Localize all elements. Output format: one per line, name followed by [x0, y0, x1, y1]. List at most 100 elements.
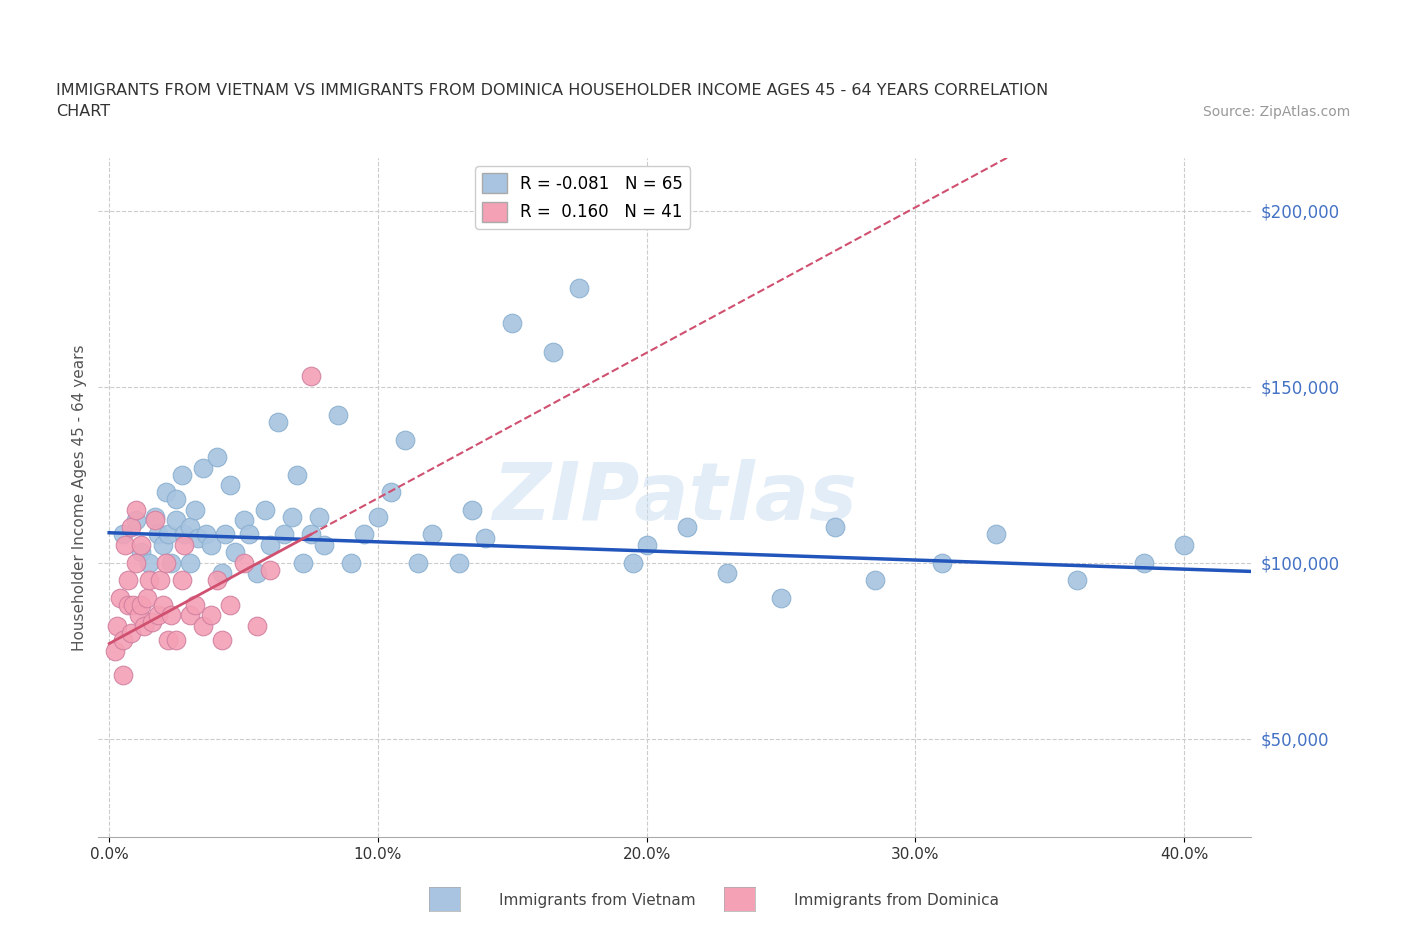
Point: [193, 618, 215, 633]
Point: [108, 591, 131, 605]
Point: [501, 316, 523, 331]
Point: [770, 591, 793, 605]
Text: IMMIGRANTS FROM VIETNAM VS IMMIGRANTS FROM DOMINICA HOUSEHOLDER INCOME AGES 45 -: IMMIGRANTS FROM VIETNAM VS IMMIGRANTS FR…: [56, 83, 1049, 98]
Point: [676, 520, 699, 535]
Point: [246, 618, 269, 633]
Point: [254, 502, 277, 517]
Point: [165, 632, 187, 647]
Point: [394, 432, 416, 447]
Point: [135, 591, 157, 605]
Point: [152, 597, 174, 612]
Point: [447, 555, 470, 570]
Point: [138, 555, 160, 570]
Point: [299, 369, 322, 384]
Point: [285, 467, 308, 482]
Point: [281, 510, 304, 525]
Point: [308, 510, 330, 525]
Point: [326, 407, 349, 422]
Point: [205, 573, 228, 588]
Point: [111, 668, 134, 683]
Point: [132, 618, 155, 633]
Point: [146, 608, 169, 623]
Point: [128, 608, 150, 623]
Point: [155, 485, 177, 499]
Point: [353, 527, 375, 542]
Point: [420, 527, 443, 542]
Point: [273, 527, 295, 542]
Point: [131, 545, 153, 560]
Point: [299, 527, 322, 542]
Point: [461, 502, 484, 517]
Point: [314, 538, 336, 552]
Point: [120, 626, 142, 641]
Point: [716, 565, 738, 580]
Point: [367, 510, 389, 525]
Point: [117, 573, 139, 588]
Text: Immigrants from Dominica: Immigrants from Dominica: [794, 893, 1000, 908]
Point: [219, 478, 242, 493]
Point: [232, 513, 254, 528]
Point: [219, 597, 242, 612]
Point: [211, 632, 233, 647]
Point: [165, 492, 187, 507]
Text: Source: ZipAtlas.com: Source: ZipAtlas.com: [1202, 105, 1350, 119]
Point: [232, 555, 254, 570]
Point: [155, 555, 177, 570]
Point: [105, 618, 128, 633]
Point: [143, 510, 166, 525]
Text: ZIPatlas: ZIPatlas: [492, 458, 858, 537]
Point: [179, 520, 201, 535]
Point: [259, 538, 281, 552]
Point: [340, 555, 363, 570]
Point: [149, 573, 172, 588]
Point: [179, 555, 201, 570]
Point: [267, 415, 290, 430]
Point: [170, 467, 193, 482]
Point: [1066, 573, 1088, 588]
Point: [179, 608, 201, 623]
Point: [984, 527, 1007, 542]
Point: [259, 563, 281, 578]
Point: [474, 530, 496, 545]
Point: [200, 608, 222, 623]
Point: [141, 615, 163, 630]
Point: [170, 573, 193, 588]
Point: [152, 538, 174, 552]
Point: [1173, 538, 1195, 552]
Point: [214, 527, 236, 542]
Point: [211, 565, 233, 580]
Point: [125, 513, 148, 528]
Point: [194, 527, 217, 542]
Point: [636, 538, 658, 552]
Point: [187, 530, 209, 545]
Text: Immigrants from Vietnam: Immigrants from Vietnam: [499, 893, 696, 908]
Point: [380, 485, 402, 499]
Point: [406, 555, 429, 570]
Point: [173, 538, 195, 552]
Point: [143, 513, 166, 528]
Point: [246, 565, 269, 580]
Point: [122, 597, 145, 612]
Y-axis label: Householder Income Ages 45 - 64 years: Householder Income Ages 45 - 64 years: [72, 344, 87, 651]
Point: [863, 573, 886, 588]
Point: [160, 555, 183, 570]
Point: [621, 555, 644, 570]
Legend: R = -0.081   N = 65, R =  0.160   N = 41: R = -0.081 N = 65, R = 0.160 N = 41: [475, 166, 690, 229]
Point: [103, 644, 125, 658]
Point: [1133, 555, 1156, 570]
Point: [114, 538, 136, 552]
Point: [541, 344, 564, 359]
Point: [125, 502, 148, 517]
Point: [117, 597, 139, 612]
Point: [568, 281, 591, 296]
Point: [120, 520, 142, 535]
Point: [224, 545, 246, 560]
Point: [111, 632, 134, 647]
Point: [131, 597, 153, 612]
Point: [131, 538, 153, 552]
Text: CHART: CHART: [56, 104, 110, 119]
Point: [146, 527, 169, 542]
Point: [205, 450, 228, 465]
Point: [931, 555, 953, 570]
Point: [165, 513, 187, 528]
